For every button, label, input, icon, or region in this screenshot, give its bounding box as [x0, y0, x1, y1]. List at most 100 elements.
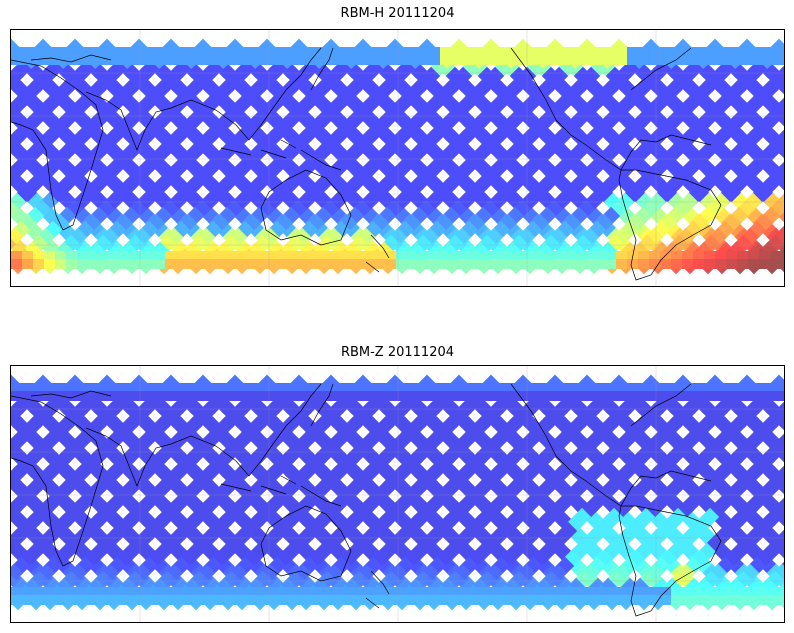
- swath-cell: [275, 595, 287, 605]
- swath-cell: [330, 251, 342, 261]
- swath-cell: [132, 55, 144, 65]
- swath-cell: [275, 55, 287, 65]
- swath-cell: [22, 259, 34, 269]
- swath-cell: [704, 391, 716, 401]
- swath-cell: [583, 587, 595, 597]
- swath-cell: [418, 595, 430, 605]
- swath-cell: [495, 391, 507, 401]
- swath-cell: [385, 259, 397, 269]
- swath-cell: [429, 595, 441, 605]
- swath-cell: [22, 383, 34, 393]
- swath-cell: [462, 595, 474, 605]
- swath-cell: [275, 391, 287, 401]
- swath-cell: [110, 55, 122, 65]
- swath-cell: [726, 251, 738, 261]
- swath-cell: [143, 595, 155, 605]
- swath-cell: [297, 55, 309, 65]
- swath-cell: [660, 259, 672, 269]
- swath-cell: [429, 259, 441, 269]
- swath-cell: [693, 47, 705, 57]
- swath-cell: [737, 391, 749, 401]
- swath-cell: [154, 259, 166, 269]
- swath-cell: [11, 101, 22, 121]
- swath-cell: [572, 47, 584, 57]
- swath-cell: [242, 383, 254, 393]
- swath-cell: [660, 587, 672, 597]
- swath-cell: [330, 383, 342, 393]
- swath-cell: [330, 47, 342, 57]
- swath-cell: [341, 391, 353, 401]
- swath-cell: [209, 391, 221, 401]
- swath-cell: [154, 587, 166, 597]
- swath-cell: [704, 47, 716, 57]
- swath-cell: [550, 587, 562, 597]
- swath-cell: [781, 383, 784, 393]
- swath-cell: [440, 251, 452, 261]
- swath-cell: [418, 383, 430, 393]
- swath-cell: [462, 383, 474, 393]
- swath-cell: [704, 259, 716, 269]
- swath-cell: [627, 47, 639, 57]
- swath-cell: [748, 587, 760, 597]
- swath-cell: [726, 47, 738, 57]
- swath-cell: [693, 391, 705, 401]
- swath-cell: [286, 391, 298, 401]
- swath-cell: [286, 587, 298, 597]
- swath-cell: [407, 391, 419, 401]
- swath-cell: [473, 47, 485, 57]
- swath-cell: [605, 391, 617, 401]
- swath-cell: [506, 383, 518, 393]
- swath-cell: [781, 587, 784, 597]
- swath-cell: [165, 47, 177, 57]
- swath-cell: [561, 587, 573, 597]
- swath-cell: [385, 383, 397, 393]
- swath-cell: [88, 587, 100, 597]
- swath-cell: [583, 47, 595, 57]
- swath-cell: [187, 47, 199, 57]
- swath-cell: [66, 595, 78, 605]
- swath-cell: [275, 259, 287, 269]
- swath-cell: [253, 391, 265, 401]
- swath-cell: [682, 55, 694, 65]
- swath-cell: [143, 383, 155, 393]
- swath-cell: [550, 383, 562, 393]
- swath-cell: [495, 383, 507, 393]
- swath-cell: [451, 55, 463, 65]
- swath-cell: [33, 259, 45, 269]
- coastline: [310, 383, 334, 427]
- swath-cell: [99, 383, 111, 393]
- swath-cell: [693, 383, 705, 393]
- swath-cell: [693, 595, 705, 605]
- swath-cell: [308, 55, 320, 65]
- swath-cell: [715, 55, 727, 65]
- swath-cell: [66, 383, 78, 393]
- swath-cell: [110, 391, 122, 401]
- swath-cell: [176, 587, 188, 597]
- swath-cell: [44, 595, 56, 605]
- swath-cell: [451, 259, 463, 269]
- swath-cell: [407, 55, 419, 65]
- swath-cell: [66, 259, 78, 269]
- swath-cell: [462, 391, 474, 401]
- swath-cell: [55, 259, 67, 269]
- swath-cell: [231, 47, 243, 57]
- swath-cell: [253, 55, 265, 65]
- swath-cell: [220, 55, 232, 65]
- swath-cell: [715, 595, 727, 605]
- swath-cell: [429, 383, 441, 393]
- swath-cell: [737, 595, 749, 605]
- swath-cell: [209, 251, 221, 261]
- swath-cell: [770, 47, 782, 57]
- coastline: [620, 470, 712, 507]
- swath-cell: [99, 595, 111, 605]
- swath-cell: [583, 383, 595, 393]
- swath-cell: [770, 391, 782, 401]
- swath-cell: [451, 251, 463, 261]
- coastline: [630, 383, 692, 427]
- swath-cell: [99, 587, 111, 597]
- swath-cell: [77, 595, 89, 605]
- swath-cell: [660, 391, 672, 401]
- swath-cell: [44, 391, 56, 401]
- swath-cell: [473, 383, 485, 393]
- swath-cell: [99, 55, 111, 65]
